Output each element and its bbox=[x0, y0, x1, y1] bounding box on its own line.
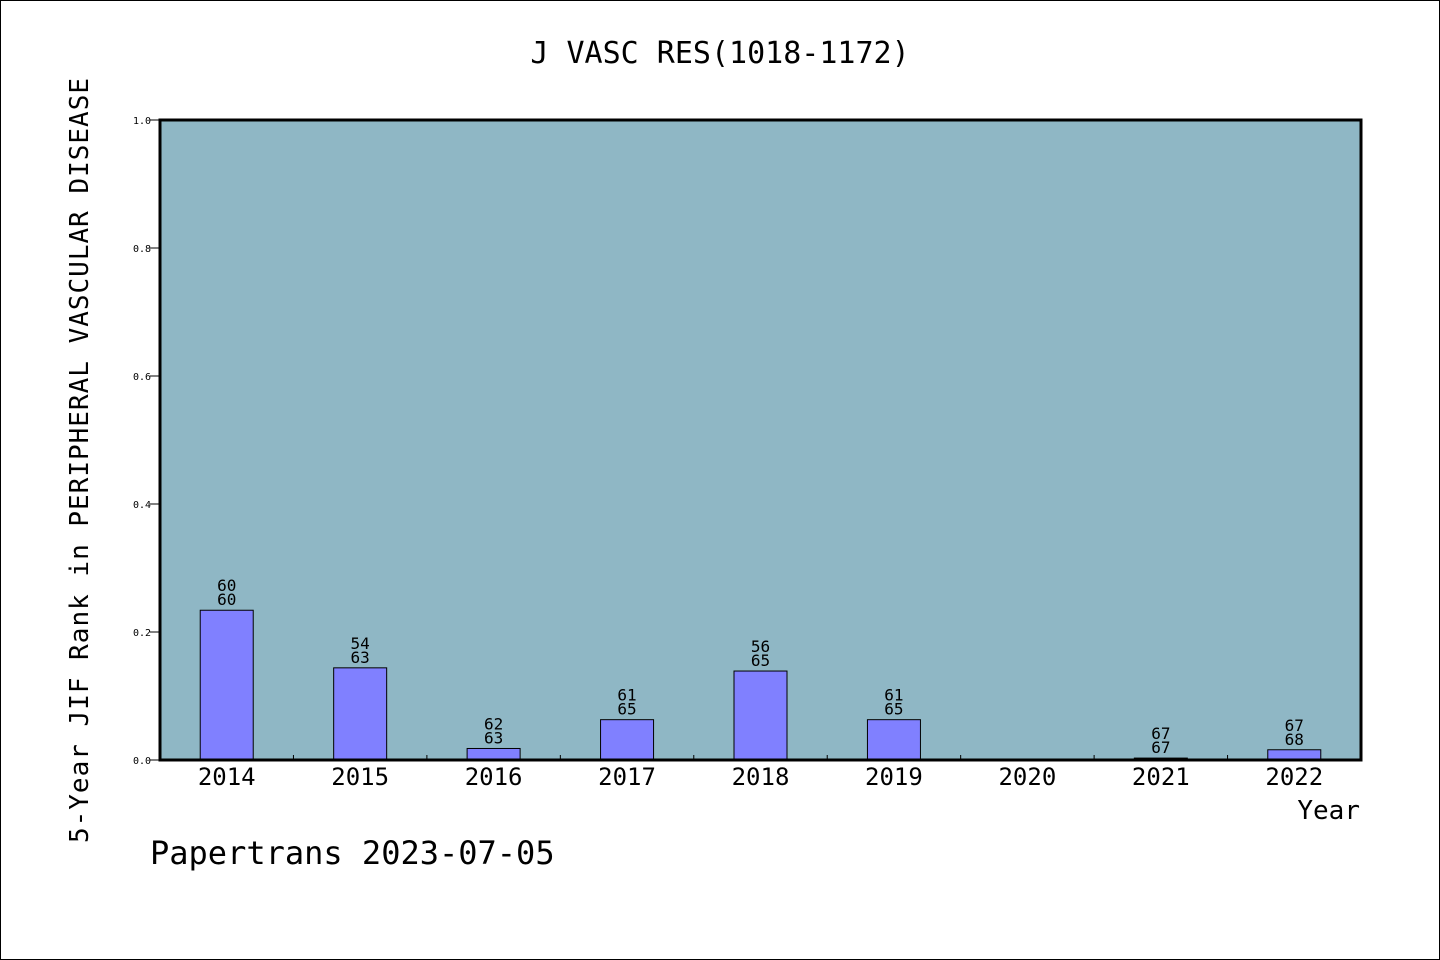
x-tick-label-2020: 2020 bbox=[998, 763, 1056, 791]
x-tick-label-2018: 2018 bbox=[732, 763, 790, 791]
bar-label-bottom-2021: 67 bbox=[1151, 738, 1170, 757]
bar-label-top-2018: 56 bbox=[751, 637, 770, 656]
bar-label-bottom-2018: 65 bbox=[751, 651, 770, 670]
bar-label-bottom-2016: 63 bbox=[484, 728, 503, 747]
bar-2019 bbox=[866, 719, 921, 761]
plot-area bbox=[160, 120, 1361, 760]
bar-2017 bbox=[600, 719, 655, 761]
bar-label-top-2016: 62 bbox=[484, 714, 503, 733]
bar-label-bottom-2019: 65 bbox=[884, 700, 903, 719]
bar-label-top-2015: 54 bbox=[351, 634, 370, 653]
bar-2016 bbox=[466, 747, 521, 761]
x-tick-label-2014: 2014 bbox=[198, 763, 256, 791]
bar-2018 bbox=[733, 670, 788, 761]
bar-label-bottom-2022: 68 bbox=[1285, 730, 1304, 749]
bar-2022 bbox=[1267, 749, 1322, 761]
y-tick-label-0.0: 0.0 bbox=[133, 756, 151, 767]
y-tick-label-0.6: 0.6 bbox=[133, 372, 151, 383]
x-tick-label-2016: 2016 bbox=[465, 763, 523, 791]
y-tick-label-1.0: 1.0 bbox=[133, 116, 151, 127]
x-tick-label-2017: 2017 bbox=[598, 763, 656, 791]
y-tick-label-0.8: 0.8 bbox=[133, 244, 151, 255]
x-tick-label-2022: 2022 bbox=[1265, 763, 1323, 791]
bar-label-top-2022: 67 bbox=[1285, 716, 1304, 735]
bar-label-bottom-2015: 63 bbox=[351, 648, 370, 667]
bar-2015 bbox=[333, 667, 388, 761]
bar-label-bottom-2014: 60 bbox=[217, 590, 236, 609]
y-tick-label-0.2: 0.2 bbox=[133, 628, 151, 639]
plot-border bbox=[158, 118, 1363, 762]
footer-credit: Papertrans 2023-07-05 bbox=[150, 834, 555, 872]
chart-title: J VASC RES(1018-1172) bbox=[530, 36, 910, 71]
x-tick-label-2015: 2015 bbox=[331, 763, 389, 791]
bar-label-top-2019: 61 bbox=[884, 686, 903, 705]
bar-label-top-2021: 67 bbox=[1151, 724, 1170, 743]
bar-label-top-2017: 61 bbox=[617, 686, 636, 705]
bar-2014 bbox=[199, 609, 254, 761]
bar-label-top-2014: 60 bbox=[217, 576, 236, 595]
x-axis-label: Year bbox=[1297, 796, 1360, 826]
bar-label-bottom-2017: 65 bbox=[617, 700, 636, 719]
y-tick-label-0.4: 0.4 bbox=[133, 500, 151, 511]
x-tick-label-2021: 2021 bbox=[1132, 763, 1190, 791]
x-tick-label-2019: 2019 bbox=[865, 763, 923, 791]
